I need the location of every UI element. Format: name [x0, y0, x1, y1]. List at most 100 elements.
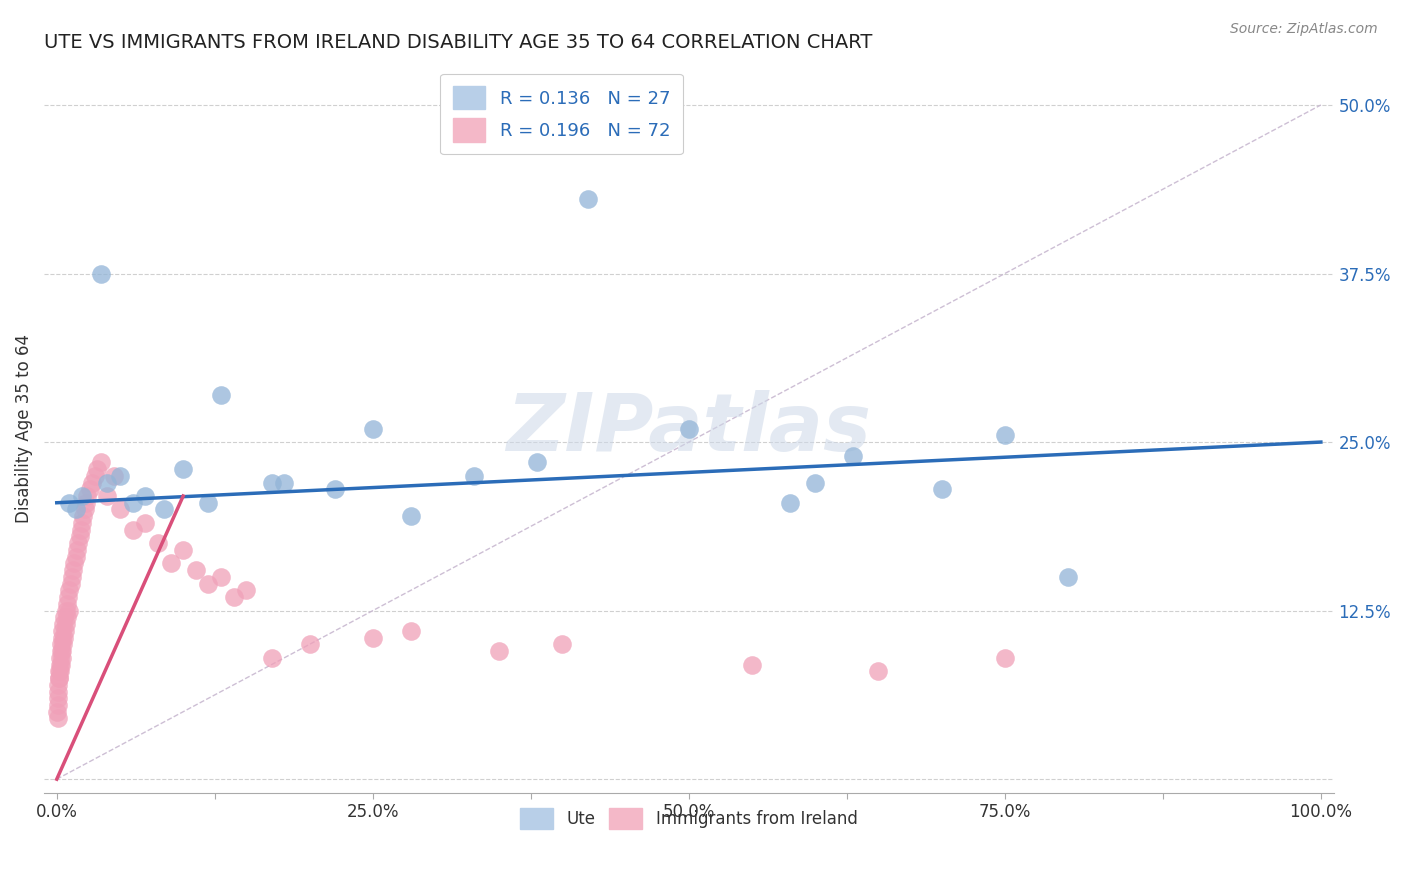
Point: [235, 583, 257, 598]
Point: [184, 563, 207, 577]
Point: [209, 388, 232, 402]
Point: [76, 489, 98, 503]
Point: [51, 631, 73, 645]
Point: [260, 475, 283, 490]
Text: UTE VS IMMIGRANTS FROM IRELAND DISABILITY AGE 35 TO 64 CORRELATION CHART: UTE VS IMMIGRANTS FROM IRELAND DISABILIT…: [44, 33, 873, 52]
Point: [121, 496, 143, 510]
Point: [399, 624, 422, 638]
Point: [58, 496, 80, 510]
Point: [172, 462, 194, 476]
Point: [49, 644, 72, 658]
Point: [48, 665, 70, 679]
Point: [108, 468, 131, 483]
Point: [526, 455, 548, 469]
Point: [46, 698, 69, 712]
Point: [67, 536, 90, 550]
Point: [53, 610, 76, 624]
Point: [222, 590, 245, 604]
Text: Source: ZipAtlas.com: Source: ZipAtlas.com: [1230, 22, 1378, 37]
Point: [51, 624, 73, 638]
Point: [551, 637, 574, 651]
Text: ZIPatlas: ZIPatlas: [506, 390, 872, 467]
Point: [66, 543, 89, 558]
Point: [86, 462, 108, 476]
Point: [108, 502, 131, 516]
Point: [994, 428, 1017, 442]
Point: [868, 665, 890, 679]
Point: [63, 557, 86, 571]
Point: [60, 570, 83, 584]
Point: [83, 468, 105, 483]
Point: [58, 604, 80, 618]
Point: [197, 496, 219, 510]
Point: [82, 475, 104, 490]
Point: [678, 421, 700, 435]
Point: [1057, 570, 1080, 584]
Point: [56, 610, 79, 624]
Point: [741, 657, 763, 672]
Point: [65, 502, 87, 516]
Point: [52, 617, 75, 632]
Point: [52, 637, 75, 651]
Point: [96, 489, 118, 503]
Point: [361, 421, 384, 435]
Point: [260, 650, 283, 665]
Point: [323, 482, 346, 496]
Point: [48, 671, 70, 685]
Point: [51, 650, 73, 665]
Point: [69, 523, 91, 537]
Point: [58, 583, 80, 598]
Point: [90, 455, 112, 469]
Point: [59, 576, 82, 591]
Point: [62, 563, 84, 577]
Point: [46, 711, 69, 725]
Point: [72, 509, 94, 524]
Point: [576, 192, 599, 206]
Point: [159, 557, 181, 571]
Point: [55, 604, 77, 618]
Point: [399, 509, 422, 524]
Point: [70, 489, 93, 503]
Point: [134, 489, 156, 503]
Point: [172, 543, 194, 558]
Point: [55, 617, 77, 632]
Point: [49, 665, 72, 679]
Point: [90, 267, 112, 281]
Point: [994, 650, 1017, 665]
Point: [73, 502, 96, 516]
Point: [69, 529, 91, 543]
Point: [56, 597, 79, 611]
Point: [463, 468, 485, 483]
Point: [51, 644, 73, 658]
Point: [46, 684, 69, 698]
Point: [209, 570, 232, 584]
Point: [103, 468, 125, 483]
Point: [46, 678, 69, 692]
Point: [46, 705, 69, 719]
Point: [70, 516, 93, 530]
Y-axis label: Disability Age 35 to 64: Disability Age 35 to 64: [15, 334, 32, 523]
Point: [79, 482, 101, 496]
Point: [48, 657, 70, 672]
Point: [56, 590, 79, 604]
Point: [48, 671, 70, 685]
Legend: Ute, Immigrants from Ireland: Ute, Immigrants from Ireland: [513, 802, 865, 835]
Point: [197, 576, 219, 591]
Point: [931, 482, 953, 496]
Point: [53, 624, 76, 638]
Point: [46, 691, 69, 706]
Point: [361, 631, 384, 645]
Point: [804, 475, 827, 490]
Point: [273, 475, 295, 490]
Point: [51, 637, 73, 651]
Point: [298, 637, 321, 651]
Point: [842, 449, 865, 463]
Point: [75, 496, 97, 510]
Point: [52, 631, 75, 645]
Point: [49, 657, 72, 672]
Point: [96, 475, 118, 490]
Point: [49, 650, 72, 665]
Point: [121, 523, 143, 537]
Point: [134, 516, 156, 530]
Point: [146, 536, 169, 550]
